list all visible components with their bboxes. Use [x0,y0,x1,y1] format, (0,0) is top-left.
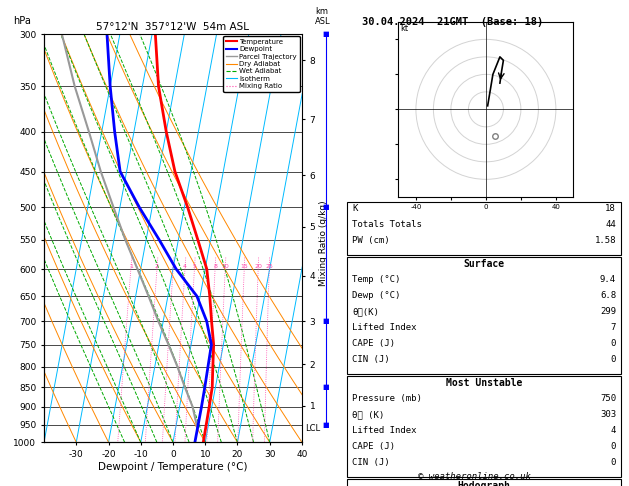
Text: ■: ■ [323,384,329,390]
Text: 30.04.2024  21GMT  (Base: 18): 30.04.2024 21GMT (Base: 18) [362,17,543,27]
Text: kt: kt [400,24,408,33]
Text: ■: ■ [323,422,329,428]
Title: 57°12'N  357°12'W  54m ASL: 57°12'N 357°12'W 54m ASL [96,22,250,32]
Text: 15: 15 [240,264,248,269]
Text: 0: 0 [611,339,616,348]
Text: 0: 0 [611,442,616,451]
Text: 7: 7 [611,323,616,332]
Text: 18: 18 [605,204,616,213]
X-axis label: Dewpoint / Temperature (°C): Dewpoint / Temperature (°C) [98,462,248,472]
Text: 750: 750 [600,394,616,403]
Text: K: K [352,204,357,213]
Text: Temp (°C): Temp (°C) [352,275,400,284]
Text: 3: 3 [171,264,175,269]
Text: 0: 0 [611,458,616,468]
Text: CIN (J): CIN (J) [352,355,389,364]
Text: LCL: LCL [305,424,320,433]
Text: 8: 8 [213,264,217,269]
Text: 303: 303 [600,410,616,419]
Text: ■: ■ [323,204,329,210]
Text: 6.8: 6.8 [600,291,616,300]
Text: Totals Totals: Totals Totals [352,220,422,229]
Text: θᴄ(K): θᴄ(K) [352,307,379,316]
Text: PW (cm): PW (cm) [352,236,389,245]
Text: 9.4: 9.4 [600,275,616,284]
Text: Hodograph: Hodograph [457,481,511,486]
Text: CAPE (J): CAPE (J) [352,339,395,348]
Text: 10: 10 [221,264,229,269]
Text: Mixing Ratio (g/kg): Mixing Ratio (g/kg) [320,200,328,286]
Legend: Temperature, Dewpoint, Parcel Trajectory, Dry Adiabat, Wet Adiabat, Isotherm, Mi: Temperature, Dewpoint, Parcel Trajectory… [223,36,300,92]
Text: 20: 20 [254,264,262,269]
Text: 299: 299 [600,307,616,316]
Text: 5: 5 [192,264,196,269]
Text: 1: 1 [129,264,133,269]
Text: Dewp (°C): Dewp (°C) [352,291,400,300]
Text: Surface: Surface [464,259,504,269]
Text: ■: ■ [323,31,329,37]
Text: CAPE (J): CAPE (J) [352,442,395,451]
Text: Lifted Index: Lifted Index [352,426,416,435]
Text: ■: ■ [323,318,329,324]
Text: © weatheronline.co.uk: © weatheronline.co.uk [418,472,532,481]
Text: Pressure (mb): Pressure (mb) [352,394,422,403]
Text: 2: 2 [155,264,159,269]
Text: 4: 4 [183,264,187,269]
Text: hPa: hPa [13,16,31,26]
Text: 1.58: 1.58 [594,236,616,245]
Text: 0: 0 [611,355,616,364]
Text: Lifted Index: Lifted Index [352,323,416,332]
Text: km
ASL: km ASL [314,7,330,26]
Text: θᴄ (K): θᴄ (K) [352,410,384,419]
Text: CIN (J): CIN (J) [352,458,389,468]
Text: 25: 25 [265,264,273,269]
Text: 4: 4 [611,426,616,435]
Text: 44: 44 [605,220,616,229]
Text: Most Unstable: Most Unstable [446,378,522,388]
